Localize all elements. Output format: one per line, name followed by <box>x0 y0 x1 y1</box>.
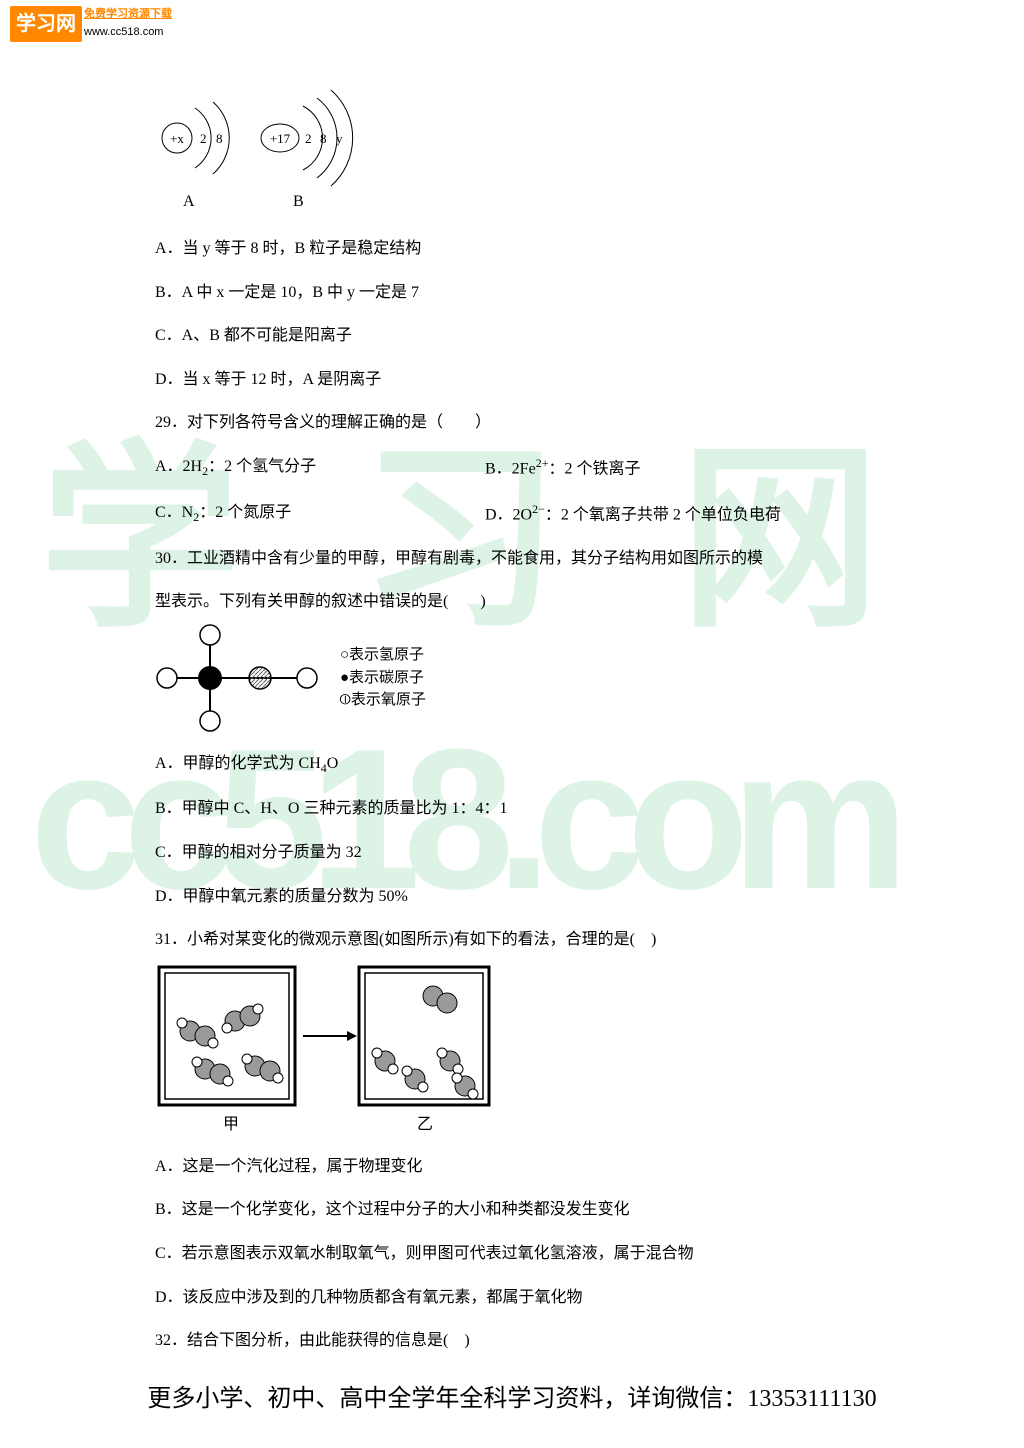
q30-stem1: 30．工业酒精中含有少量的甲醇，甲醇有剧毒，不能食用，其分子结构用如图所示的模 <box>155 546 875 572</box>
q28-option-c: C．A、B 都不可能是阳离子 <box>155 323 875 349</box>
legend-c: ●表示碳原子 <box>340 667 426 690</box>
legend-h: ○表示氢原子 <box>340 644 426 667</box>
nucleus-b: +17 <box>270 131 291 146</box>
svg-text:2: 2 <box>200 131 207 146</box>
reaction-diagram: 甲 乙 <box>155 961 875 1136</box>
q31-option-a: A．这是一个汽化过程，属于物理变化 <box>155 1154 875 1180</box>
page-content: +x 2 8 A +17 2 8 y B A．当 y 等于 8 时，B 粒子是稳… <box>155 70 875 1354</box>
q29-row1: A．2H2：2 个氢气分子 B．2Fe2+：2 个铁离子 <box>155 454 875 482</box>
logo-subtext: 免费学习资源下载 www.cc518.com <box>84 6 172 41</box>
svg-text:2: 2 <box>305 131 312 146</box>
svg-text:8: 8 <box>320 131 327 146</box>
q30-option-b: B．甲醇中 C、H、O 三种元素的质量比为 1：4：1 <box>155 796 875 822</box>
logo-url: www.cc518.com <box>84 24 172 42</box>
page-footer: 更多小学、初中、高中全学年全科学习资料，详询微信：13353111130 <box>0 1380 1024 1418</box>
site-logo: 学习网 免费学习资源下载 www.cc518.com <box>10 6 172 42</box>
label-a: A <box>183 193 195 210</box>
q30-option-c: C．甲醇的相对分子质量为 32 <box>155 840 875 866</box>
legend: ○表示氢原子 ●表示碳原子 ⦶表示氧原子 <box>340 644 426 712</box>
q31-option-c: C．若示意图表示双氧水制取氧气，则甲图可代表过氧化氢溶液，属于混合物 <box>155 1241 875 1267</box>
q31-option-d: D．该反应中涉及到的几种物质都含有氧元素，都属于氧化物 <box>155 1285 875 1311</box>
q29-stem: 29．对下列各符号含义的理解正确的是（ ） <box>155 410 875 436</box>
svg-text:8: 8 <box>216 131 223 146</box>
q30-option-a: A．甲醇的化学式为 CH4O <box>155 751 875 778</box>
q28-option-b: B．A 中 x 一定是 10，B 中 y 一定是 7 <box>155 280 875 306</box>
atom-structure-diagram: +x 2 8 A +17 2 8 y B <box>155 78 875 218</box>
q30-stem2: 型表示。下列有关甲醇的叙述中错误的是( ) <box>155 589 875 615</box>
svg-text:y: y <box>336 131 343 146</box>
logo-text: 学习网 <box>10 6 82 42</box>
q31-stem: 31．小希对某变化的微观示意图(如图所示)有如下的看法，合理的是( ) <box>155 927 875 953</box>
q29-option-c: C．N2：2 个氮原子 <box>155 500 485 528</box>
q29-row2: C．N2：2 个氮原子 D．2O2−：2 个氧离子共带 2 个单位负电荷 <box>155 500 875 528</box>
q28-option-d: D．当 x 等于 12 时，A 是阴离子 <box>155 367 875 393</box>
logo-tagline: 免费学习资源下载 <box>84 6 172 24</box>
q28-option-a: A．当 y 等于 8 时，B 粒子是稳定结构 <box>155 236 875 262</box>
nucleus-a: +x <box>170 131 184 146</box>
label-right: 乙 <box>417 1116 433 1133</box>
q29-option-d: D．2O2−：2 个氧离子共带 2 个单位负电荷 <box>485 500 781 528</box>
q29-option-b: B．2Fe2+：2 个铁离子 <box>485 454 640 482</box>
legend-o: ⦶表示氧原子 <box>340 689 426 712</box>
q30-option-d: D．甲醇中氧元素的质量分数为 50% <box>155 884 875 910</box>
q32-stem: 32．结合下图分析，由此能获得的信息是( ) <box>155 1328 875 1354</box>
label-left: 甲 <box>223 1116 239 1133</box>
methanol-diagram: ○表示氢原子 ●表示碳原子 ⦶表示氧原子 <box>155 623 875 733</box>
q31-option-b: B．这是一个化学变化，这个过程中分子的大小和种类都没发生变化 <box>155 1197 875 1223</box>
label-b: B <box>293 193 304 210</box>
q29-option-a: A．2H2：2 个氢气分子 <box>155 454 485 482</box>
